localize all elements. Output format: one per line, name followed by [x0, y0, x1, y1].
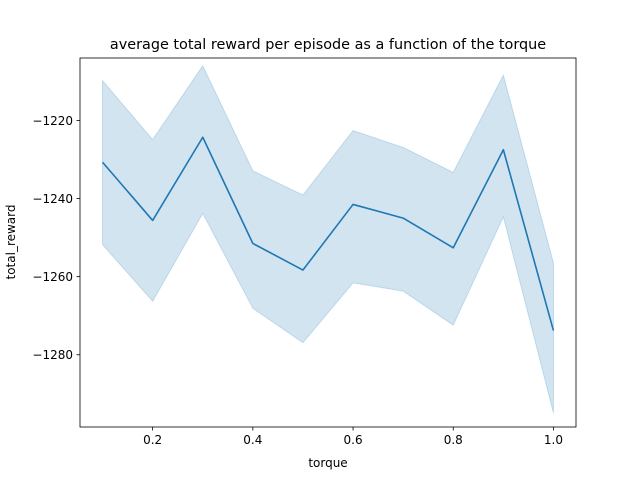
y-tick-label: −1280	[32, 348, 73, 362]
x-tick-label: 1.0	[544, 433, 563, 447]
data-point	[201, 136, 204, 139]
confidence-band-layer	[102, 64, 554, 414]
confidence-band-0	[102, 64, 554, 414]
y-axis-label: total_reward	[4, 205, 18, 280]
x-axis-ticks: 0.2 0.4 0.6 0.8 1.0	[143, 427, 563, 447]
data-point	[301, 269, 304, 272]
x-tick-label: 0.8	[444, 433, 463, 447]
data-point	[502, 148, 505, 151]
data-point	[352, 203, 355, 206]
y-tick-label: −1220	[32, 114, 73, 128]
data-point	[452, 246, 455, 249]
data-point	[151, 219, 154, 222]
x-axis-label: torque	[308, 456, 347, 470]
data-point	[402, 217, 405, 220]
data-point	[101, 161, 104, 164]
data-point	[552, 329, 555, 332]
x-tick-label: 0.2	[143, 433, 162, 447]
data-point	[251, 242, 254, 245]
x-tick-label: 0.4	[243, 433, 262, 447]
series-line-0	[101, 136, 555, 331]
x-tick-label: 0.6	[344, 433, 363, 447]
series-line-layer	[101, 136, 555, 332]
chart-title: average total reward per episode as a fu…	[110, 37, 546, 53]
y-axis-ticks: −1280 −1260 −1240 −1220	[32, 114, 80, 362]
axes-frame	[79, 57, 577, 428]
y-tick-label: −1240	[32, 192, 73, 206]
y-tick-label: −1260	[32, 270, 73, 284]
